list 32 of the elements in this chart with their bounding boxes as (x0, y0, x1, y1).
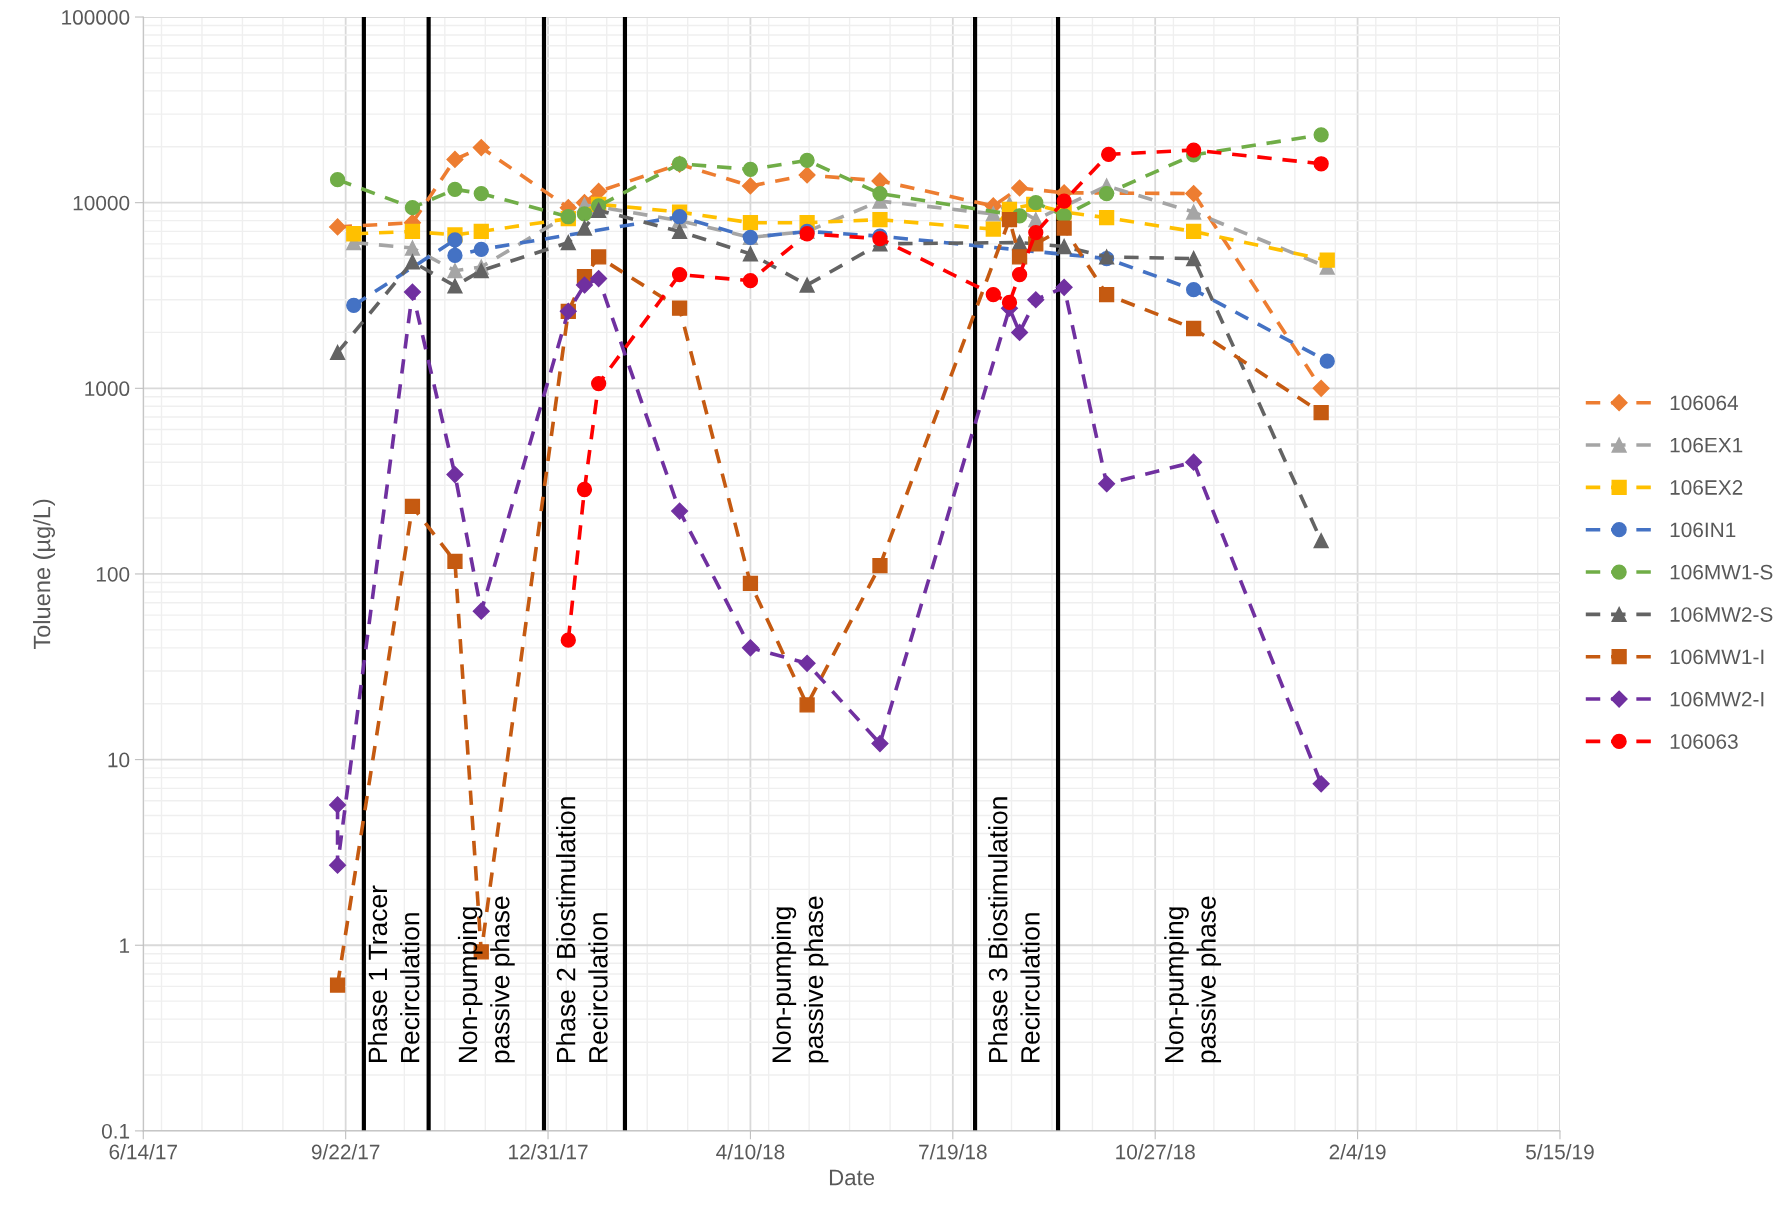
legend-label: 106063 (1670, 734, 1738, 749)
legend-label: 106064 (1670, 395, 1739, 411)
legend-label: 106MW2-S (1670, 607, 1773, 622)
y-tick-label: 10000 (73, 195, 130, 211)
annotation: Phase 3 Biostimulation Recirculation (988, 797, 1040, 1062)
y-tick-label: 0.1 (101, 1123, 130, 1139)
x-tick-label: 7/19/18 (919, 1144, 987, 1160)
annotation: Non-pumping passive phase (457, 896, 515, 1063)
x-tick-label: 12/31/17 (509, 1144, 588, 1160)
annotation: Phase 2 Biostimulation Recirculation (556, 797, 608, 1062)
x-tick-label: 5/15/19 (1526, 1144, 1594, 1160)
y-tick-label: 10 (108, 752, 130, 768)
annotation: Phase 1 Tracer Recirculation (367, 885, 420, 1062)
legend-label: 106MW1-I (1670, 649, 1764, 665)
legend-label: 106MW1-S (1670, 564, 1773, 580)
y-tick-label: 1000 (85, 381, 130, 397)
x-axis-title: Date (829, 1169, 875, 1186)
x-tick-label: 9/22/17 (311, 1144, 380, 1160)
y-tick-label: 1 (120, 938, 130, 953)
x-tick-label: 10/27/18 (1116, 1144, 1195, 1160)
x-tick-label: 4/10/18 (716, 1144, 785, 1160)
annotation: Non-pumping passive phase (1164, 896, 1222, 1063)
x-tick-label: 2/4/19 (1329, 1144, 1386, 1160)
y-tick-label: 100 (96, 566, 130, 582)
annotation: Non-pumping passive phase (771, 896, 829, 1063)
legend-label: 106IN1 (1670, 522, 1736, 538)
x-tick-label: 6/14/17 (109, 1144, 177, 1160)
legend-label: 106EX1 (1670, 437, 1743, 453)
legend-label: 106EX2 (1670, 480, 1743, 495)
y-tick-label: 100000 (62, 10, 130, 25)
legend-label: 106MW2-I (1670, 691, 1764, 707)
y-axis-title: Toluene (µg/L) (33, 499, 56, 650)
